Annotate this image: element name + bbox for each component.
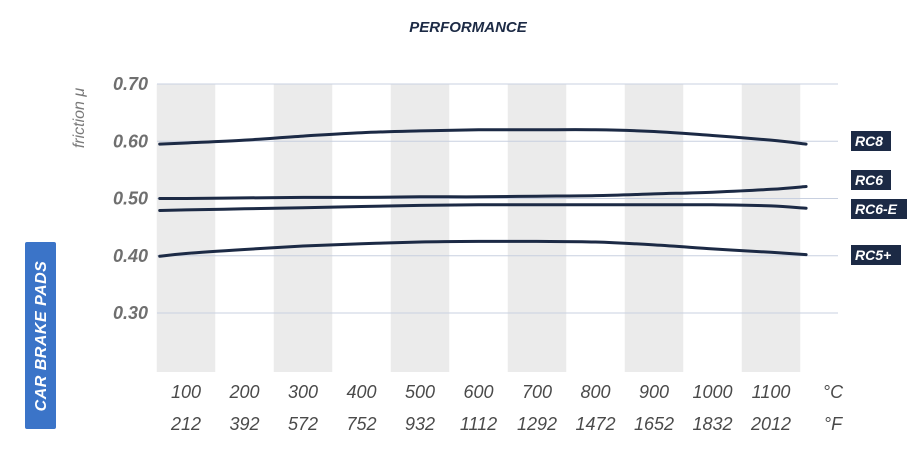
chart-title: PERFORMANCE [409, 19, 527, 36]
series-tag-bg [851, 245, 901, 265]
x-tick-label-c: 1100 [752, 382, 791, 402]
band-0 [156, 84, 216, 372]
x-tick-label-f: 2012 [750, 414, 791, 434]
series-line-rc6-e [158, 203, 808, 212]
band-1 [273, 84, 333, 372]
series-tag-bg [851, 131, 891, 151]
x-tick-label-f: 1292 [517, 414, 557, 434]
x-tick-label-c: 300 [288, 382, 318, 402]
series-tag-label: RC5+ [855, 247, 891, 263]
x-tick-label-c: 600 [463, 382, 493, 402]
x-tick-label-f: 1472 [575, 414, 615, 434]
band-5 [741, 84, 801, 372]
y-tick-labels: 0.70 0.60 0.50 0.40 0.30 [113, 74, 148, 323]
x-tick-label-c: 700 [522, 382, 552, 402]
temperature-bands [156, 84, 801, 372]
x-tick-label-f: 1652 [634, 414, 674, 434]
y-tick-label: 0.70 [113, 74, 148, 94]
y-tick-label: 0.50 [113, 189, 148, 209]
series-tag-rc8: RC8 [851, 131, 891, 151]
series-tag-rc5: RC5+ [851, 245, 901, 265]
fahrenheit-unit-label: °F [824, 414, 843, 434]
side-label-box: CAR BRAKE PADS [25, 242, 56, 429]
x-tick-label-c: 100 [171, 382, 201, 402]
y-tick-label: 0.40 [113, 246, 148, 266]
y-tick-label: 0.60 [113, 131, 148, 151]
side-label-background [25, 242, 56, 429]
celsius-unit-label: °C [823, 382, 844, 402]
x-tick-label-c: 500 [405, 382, 435, 402]
y-tick-label: 0.30 [113, 303, 148, 323]
x-tick-label-c: 900 [639, 382, 669, 402]
series-tag-rc6-e: RC6-E [851, 199, 907, 219]
series-tag-rc6: RC6 [851, 170, 891, 190]
x-tick-label-f: 212 [170, 414, 201, 434]
series-lines [158, 128, 808, 258]
series-tags: RC8 RC6 RC6-E RC5+ [851, 131, 907, 265]
series-tag-label: RC8 [855, 133, 883, 149]
y-axis-label: friction μ [71, 88, 88, 149]
x-tick-label-c: 400 [346, 382, 376, 402]
series-line-rc5 [158, 239, 808, 258]
series-tag-bg [851, 199, 907, 219]
x-tick-label-c: 1000 [692, 382, 732, 402]
band-4 [624, 84, 684, 372]
side-label-text: CAR BRAKE PADS [33, 261, 50, 412]
band-3 [507, 84, 567, 372]
series-tag-label: RC6-E [855, 201, 898, 217]
x-tick-label-f: 752 [346, 414, 376, 434]
series-line-rc8 [158, 128, 808, 146]
x-tick-label-f: 1832 [692, 414, 732, 434]
x-tick-label-c: 200 [228, 382, 259, 402]
series-tag-label: RC6 [855, 172, 883, 188]
band-2 [390, 84, 450, 372]
x-tick-label-f: 572 [288, 414, 318, 434]
x-tick-label-f: 392 [229, 414, 259, 434]
series-tag-bg [851, 170, 891, 190]
x-tick-label-c: 800 [580, 382, 610, 402]
x-tick-labels: 100 212 200 392 300 572 400 752 500 932 600 1112 700… [170, 382, 791, 434]
x-tick-label-f: 932 [405, 414, 435, 434]
x-tick-label-f: 1112 [460, 414, 497, 434]
series-line-rc6 [158, 185, 808, 201]
